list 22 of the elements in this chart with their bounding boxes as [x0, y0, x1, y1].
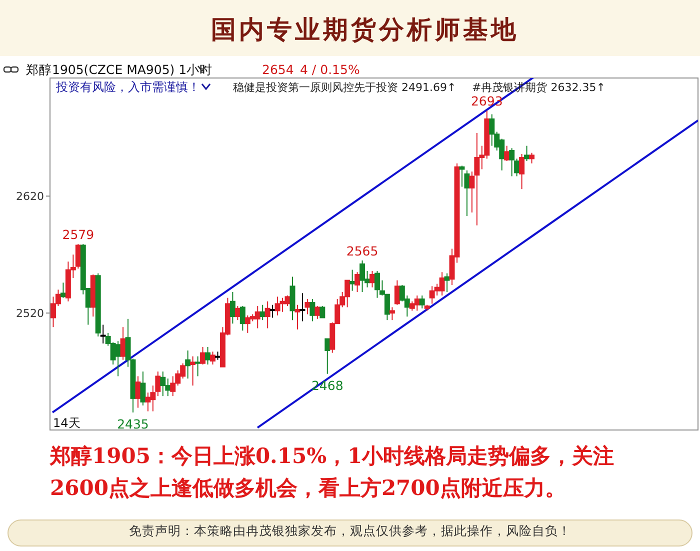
candlestick — [160, 371, 166, 397]
annotation: 稳健是投资第一原则风控先于投资 2491.69↑ — [233, 81, 456, 94]
y-tick-label: 2620 — [16, 190, 44, 204]
candlestick — [185, 350, 191, 380]
text: 郑醇1905：今日上涨0.15%，1小时线格局走势偏多，关注 — [49, 443, 614, 468]
y-tick-label: 2520 — [16, 307, 44, 320]
candlestick — [230, 292, 236, 324]
text: 4 / 0.15% — [300, 62, 360, 77]
candlestick — [135, 376, 141, 408]
annotation: 2565 — [346, 243, 378, 258]
candlestick — [264, 300, 270, 329]
text: 2600点之上逢低做多机会，看上方2700点附近压力。 — [50, 475, 566, 500]
candlestick — [350, 269, 356, 292]
annotation: 2579 — [62, 227, 94, 242]
annotation: 2435 — [117, 416, 149, 432]
annotation: 投资有风险，入市需谨慎！ — [55, 80, 200, 94]
chart-title: 国内专业期货分析师基地 — [211, 15, 519, 44]
candlestick — [290, 276, 296, 321]
candlestick — [300, 292, 306, 322]
annotation: 14天 — [53, 416, 80, 430]
text: 2654 — [262, 62, 294, 77]
text: 免责声明：本策略由冉茂银独家发布，观点仅供参考，据此操作，风险自负！ — [129, 523, 571, 538]
